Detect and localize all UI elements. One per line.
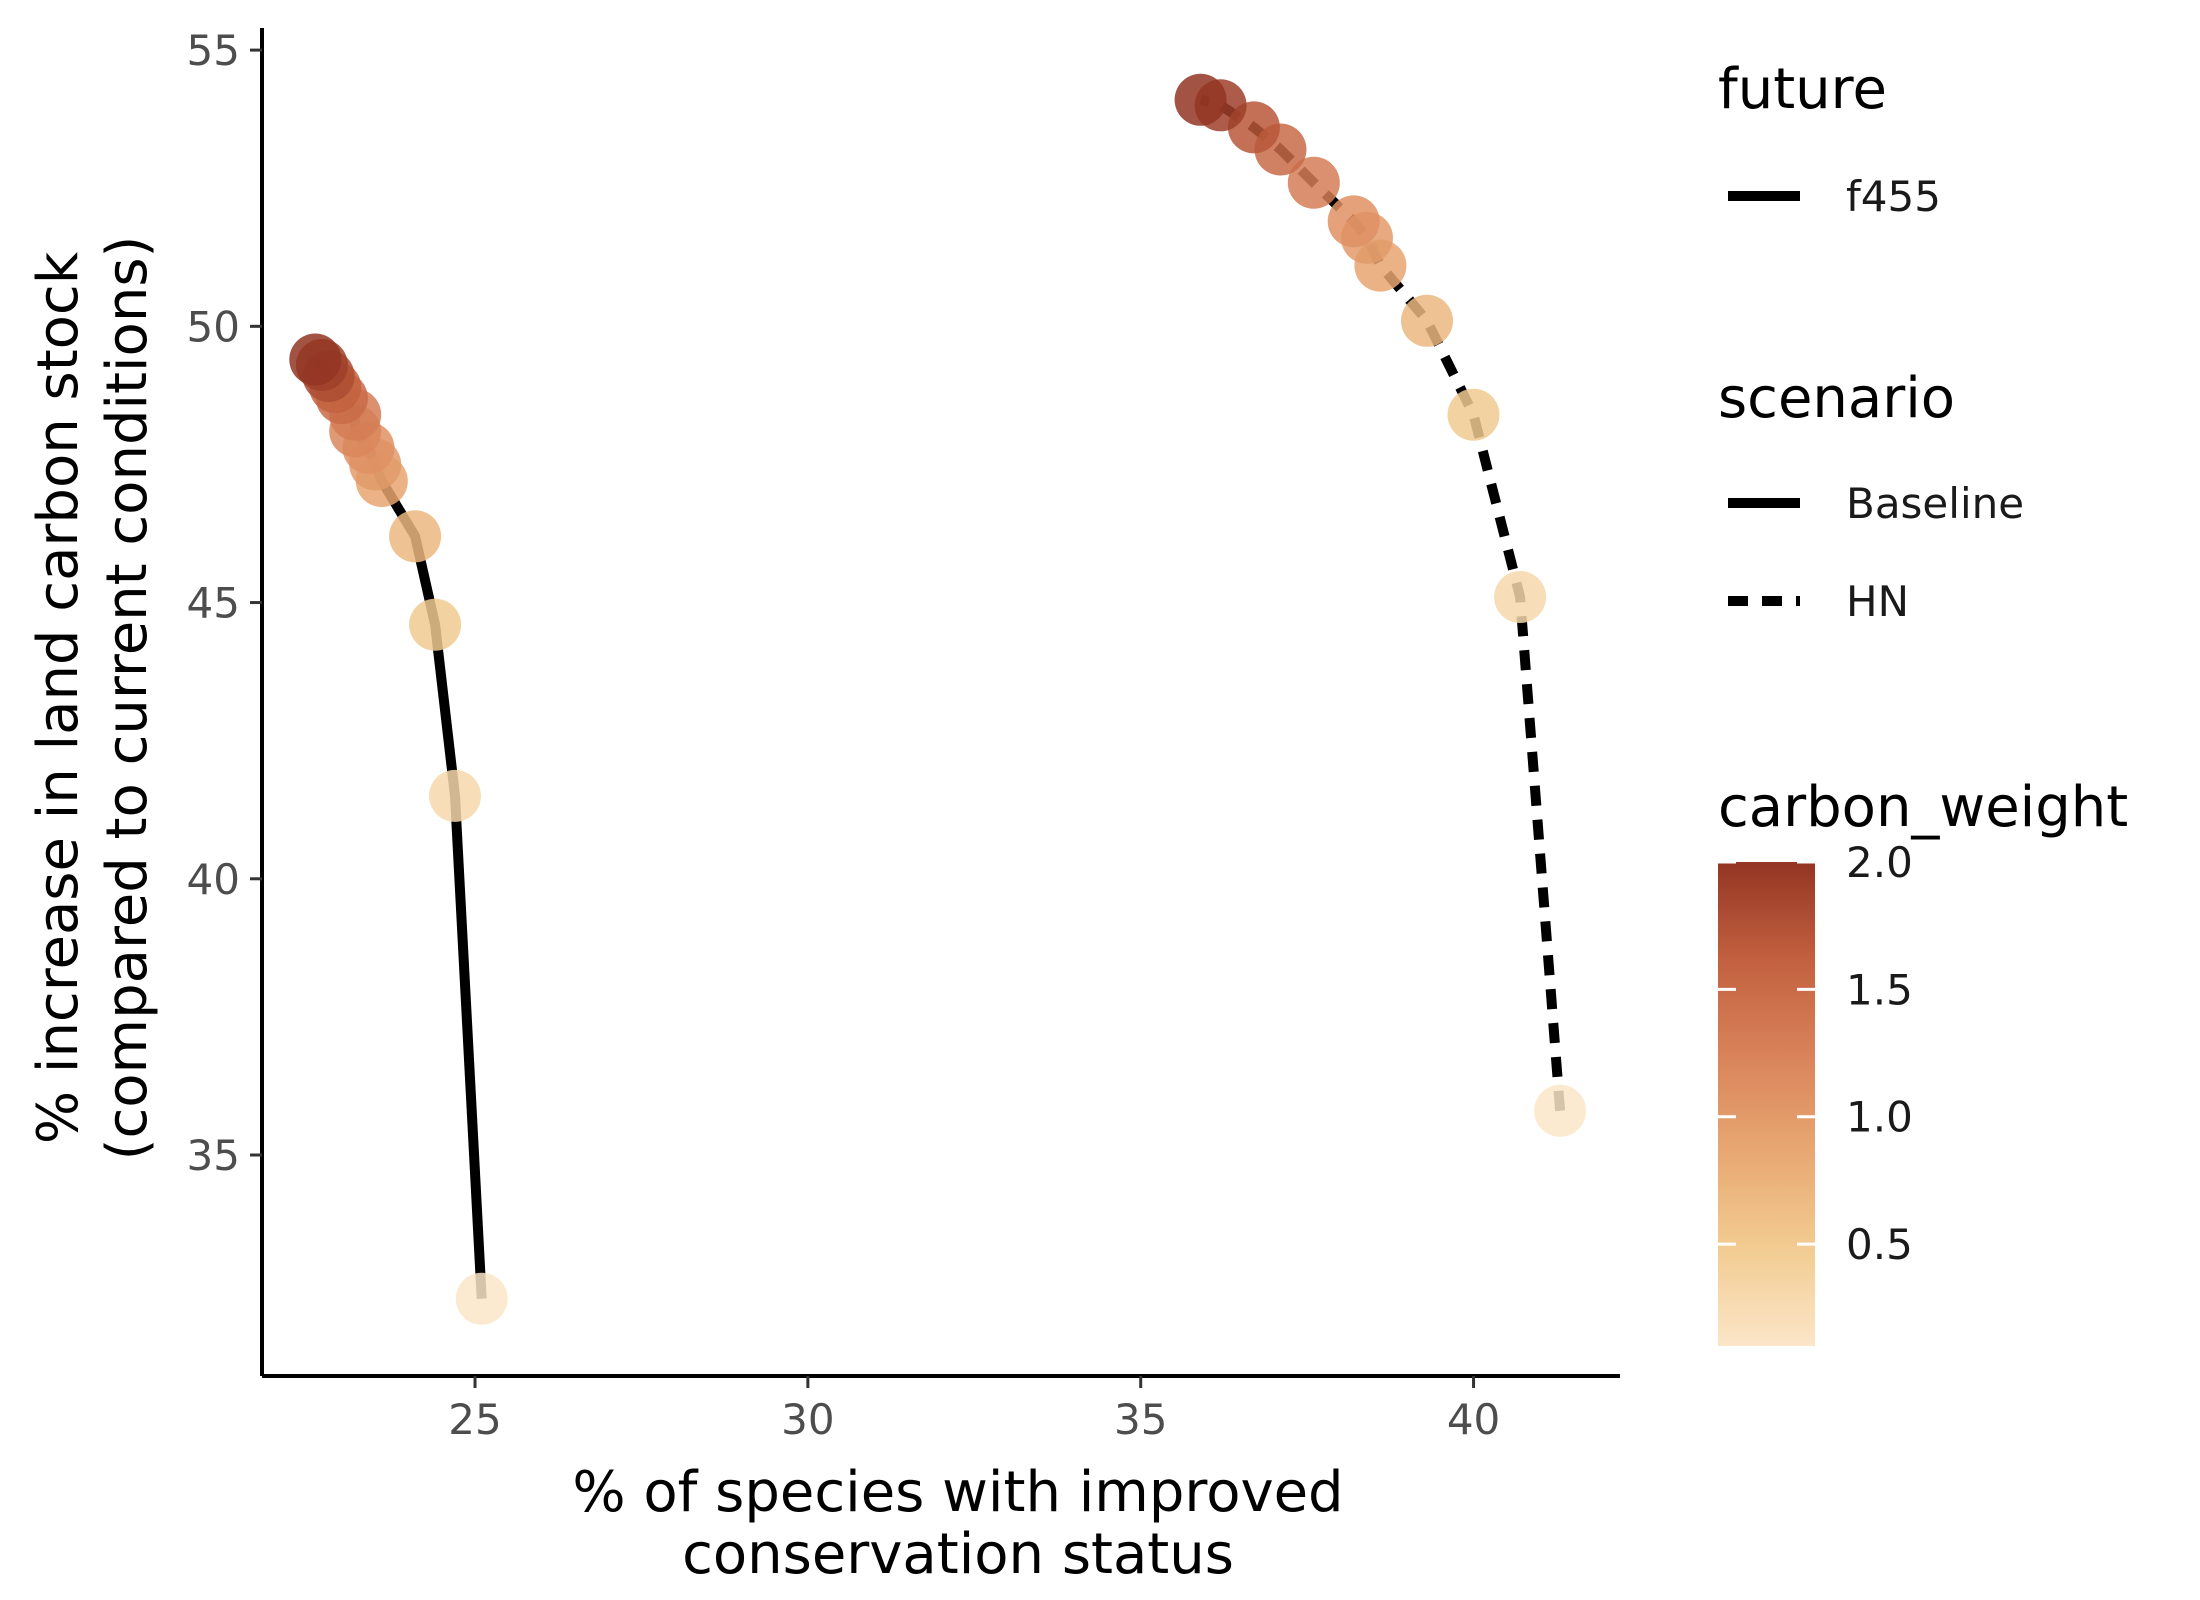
legend-future-f455-label: f455 [1846,172,1941,221]
data-point-baseline [289,333,342,386]
y-tick-label: 40 [187,855,240,904]
legend: future f455 scenario Baseline HN carbon_… [1718,57,2128,1346]
x-axis-title-line-2: conservation status [682,1522,1234,1587]
data-point-hn [1534,1084,1587,1137]
legend-color-title: carbon_weight [1718,775,2128,840]
data-point-baseline [429,769,481,822]
x-axis-title-line-1: % of species with improved [572,1460,1343,1525]
plot-area [289,73,1587,1325]
x-tick-label: 25 [448,1395,501,1444]
legend-scenario-hn-label: HN [1846,577,1909,626]
data-point-hn [1174,73,1227,126]
data-point-hn [1327,195,1380,248]
legend-future-title: future [1718,57,1887,122]
series-points [289,73,1587,1325]
data-point-hn [1287,156,1340,209]
y-axis-title-line-1: % increase in land carbon stock [26,251,91,1144]
colorbar-label: 1.0 [1846,1093,1913,1142]
colorbar [1718,862,1815,1346]
x-tick-label: 40 [1447,1395,1500,1444]
colorbar-label: 2.0 [1846,838,1913,887]
y-axis-title-line-2: (compared to current conditions) [95,236,160,1161]
y-tick-label: 55 [187,26,240,75]
data-point-hn [1401,294,1453,347]
y-tick-label: 50 [187,302,240,351]
y-tick-label: 35 [187,1131,240,1180]
data-point-hn [1447,388,1500,441]
axes: 25 30 35 40 35 40 45 50 55 [187,26,1620,1444]
data-point-baseline [455,1272,508,1325]
colorbar-label: 0.5 [1846,1220,1913,1269]
x-tick-label: 30 [781,1395,834,1444]
y-tick-label: 45 [187,579,240,628]
legend-scenario-title: scenario [1718,366,1955,431]
x-tick-label: 35 [1114,1395,1167,1444]
data-point-baseline [409,598,462,651]
data-point-hn [1494,571,1547,623]
legend-scenario-baseline-label: Baseline [1846,479,2024,528]
colorbar-ticks: 0.5 1.0 1.5 2.0 [1718,838,1913,1269]
data-point-baseline [389,510,442,563]
colorbar-label: 1.5 [1846,965,1913,1014]
